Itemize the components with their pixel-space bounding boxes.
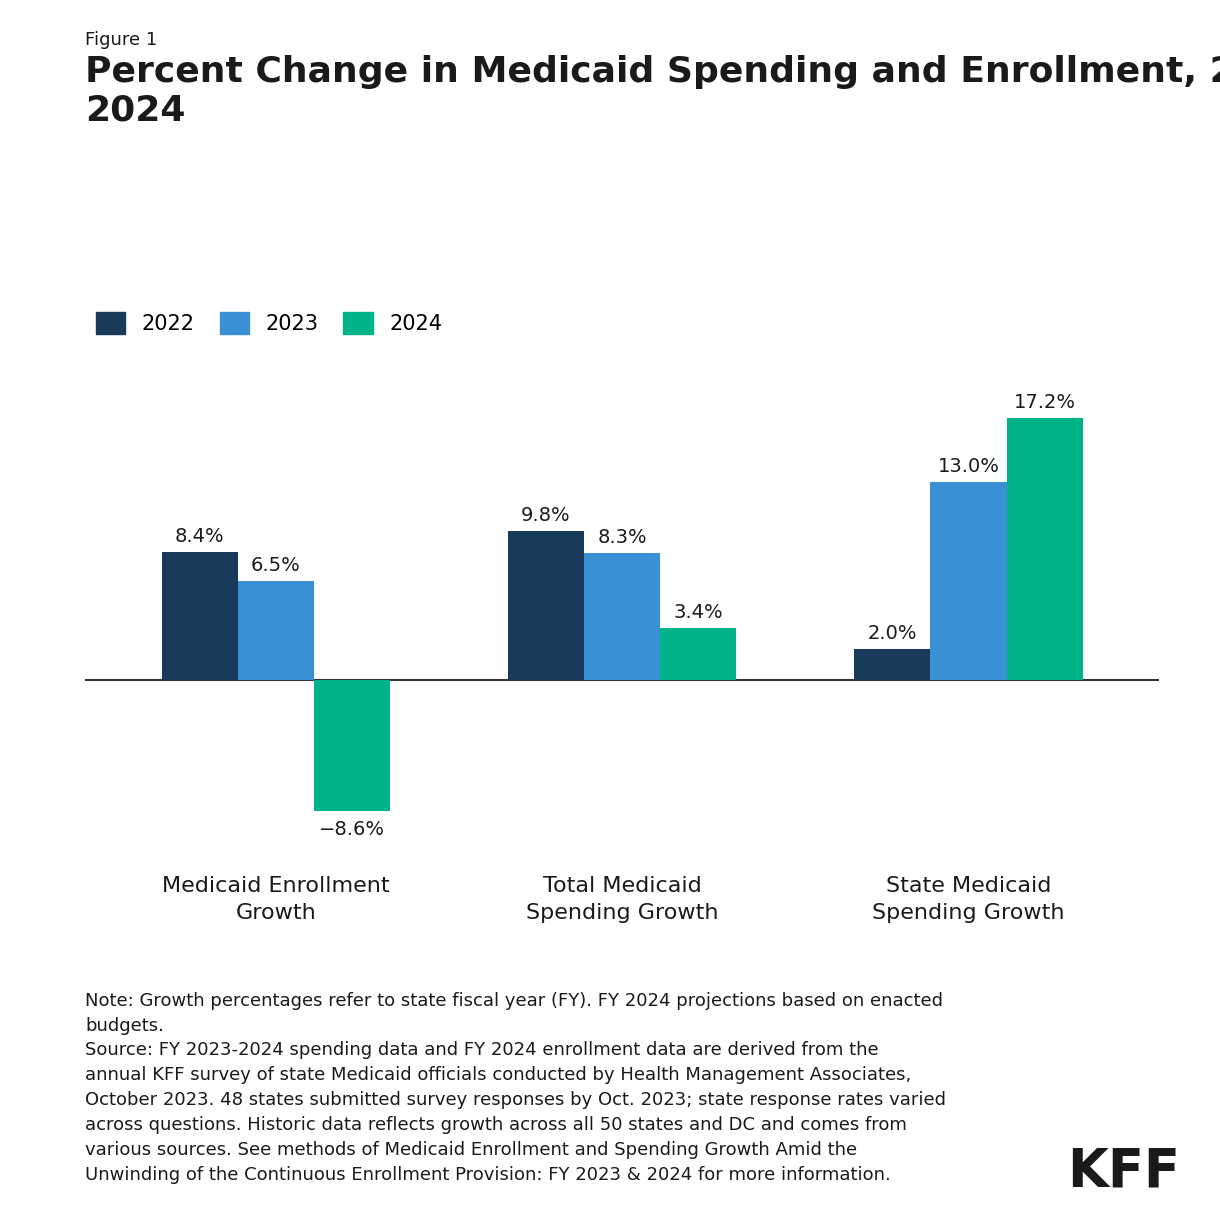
Bar <box>161 552 238 680</box>
Text: 8.3%: 8.3% <box>598 529 647 547</box>
Bar <box>238 580 314 680</box>
Text: 13.0%: 13.0% <box>938 457 999 476</box>
Text: −8.6%: −8.6% <box>320 819 386 839</box>
Bar <box>584 553 660 680</box>
Text: Figure 1: Figure 1 <box>85 31 157 49</box>
Bar <box>854 649 931 680</box>
Text: KFF: KFF <box>1068 1146 1181 1198</box>
Bar <box>508 531 584 680</box>
Bar <box>660 628 737 680</box>
Text: 8.4%: 8.4% <box>174 527 224 546</box>
Text: 9.8%: 9.8% <box>521 505 571 525</box>
Bar <box>1006 418 1083 680</box>
Text: 2.0%: 2.0% <box>867 625 917 643</box>
Text: Percent Change in Medicaid Spending and Enrollment, 2022 -
2024: Percent Change in Medicaid Spending and … <box>85 55 1220 127</box>
Bar <box>314 680 390 811</box>
Bar <box>931 482 1006 680</box>
Text: 17.2%: 17.2% <box>1014 393 1076 411</box>
Text: Source: FY 2023-2024 spending data and FY 2024 enrollment data are derived from : Source: FY 2023-2024 spending data and F… <box>85 1041 947 1184</box>
Text: 3.4%: 3.4% <box>673 602 723 622</box>
Legend: 2022, 2023, 2024: 2022, 2023, 2024 <box>96 312 443 334</box>
Text: Note: Growth percentages refer to state fiscal year (FY). FY 2024 projections ba: Note: Growth percentages refer to state … <box>85 992 943 1035</box>
Text: 6.5%: 6.5% <box>251 556 301 575</box>
